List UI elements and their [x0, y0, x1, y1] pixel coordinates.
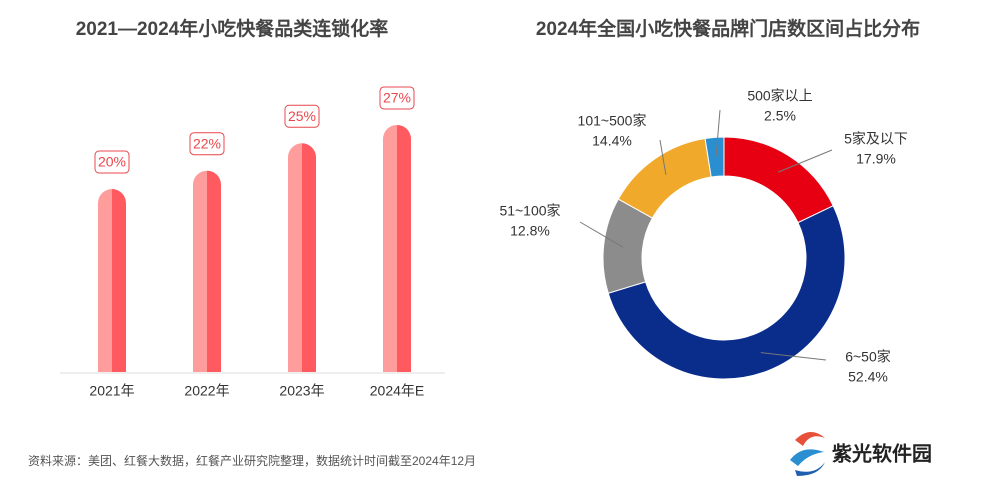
value-label: 20% [98, 154, 126, 170]
category-label: 5家及以下 [844, 131, 908, 147]
donut-segment [607, 205, 846, 380]
x-tick-label: 2021年 [89, 383, 134, 399]
bar [288, 143, 316, 372]
bar [193, 170, 221, 372]
source: 资料来源：美团、红餐大数据，红餐产业研究院整理，数据统计时间截至2024年12月 [28, 453, 476, 468]
value-label: 27% [383, 90, 411, 106]
donut-segment [704, 136, 725, 178]
category-label: 6~50家 [845, 349, 891, 365]
leader-line [760, 352, 827, 361]
value-label: 25% [288, 108, 316, 124]
x-tick-label: 2023年 [279, 383, 324, 399]
x-tick-label: 2022年 [184, 383, 229, 399]
category-label: 500家以上 [747, 88, 812, 104]
donut-title: 2024年全国小吃快餐品牌门店数区间占比分布 [536, 17, 920, 40]
leader-line [777, 149, 833, 173]
value-label: 52.4% [848, 369, 888, 385]
value-label-box [189, 132, 225, 156]
brand: 紫光软件园 [832, 441, 932, 465]
value-label-box [94, 150, 130, 174]
x-tick-label: 2024年E [370, 383, 424, 399]
value-label: 2.5% [764, 108, 796, 124]
category-label: 51~100家 [499, 203, 560, 219]
bar [98, 189, 126, 372]
leader-line [659, 139, 667, 175]
bar [383, 124, 411, 372]
donut-segment [723, 136, 834, 224]
category-label: 101~500家 [578, 113, 647, 129]
value-label-box [379, 86, 415, 110]
brand-logo [790, 431, 825, 476]
leader-line [579, 221, 624, 248]
donut-segment [617, 137, 712, 219]
bar-title: 2021—2024年小吃快餐品类连锁化率 [76, 17, 389, 40]
value-label: 12.8% [510, 223, 550, 239]
value-label: 17.9% [856, 151, 896, 167]
value-label: 14.4% [592, 133, 632, 149]
leader-line [715, 109, 721, 157]
value-label-box [284, 104, 320, 128]
value-label: 22% [193, 135, 221, 151]
